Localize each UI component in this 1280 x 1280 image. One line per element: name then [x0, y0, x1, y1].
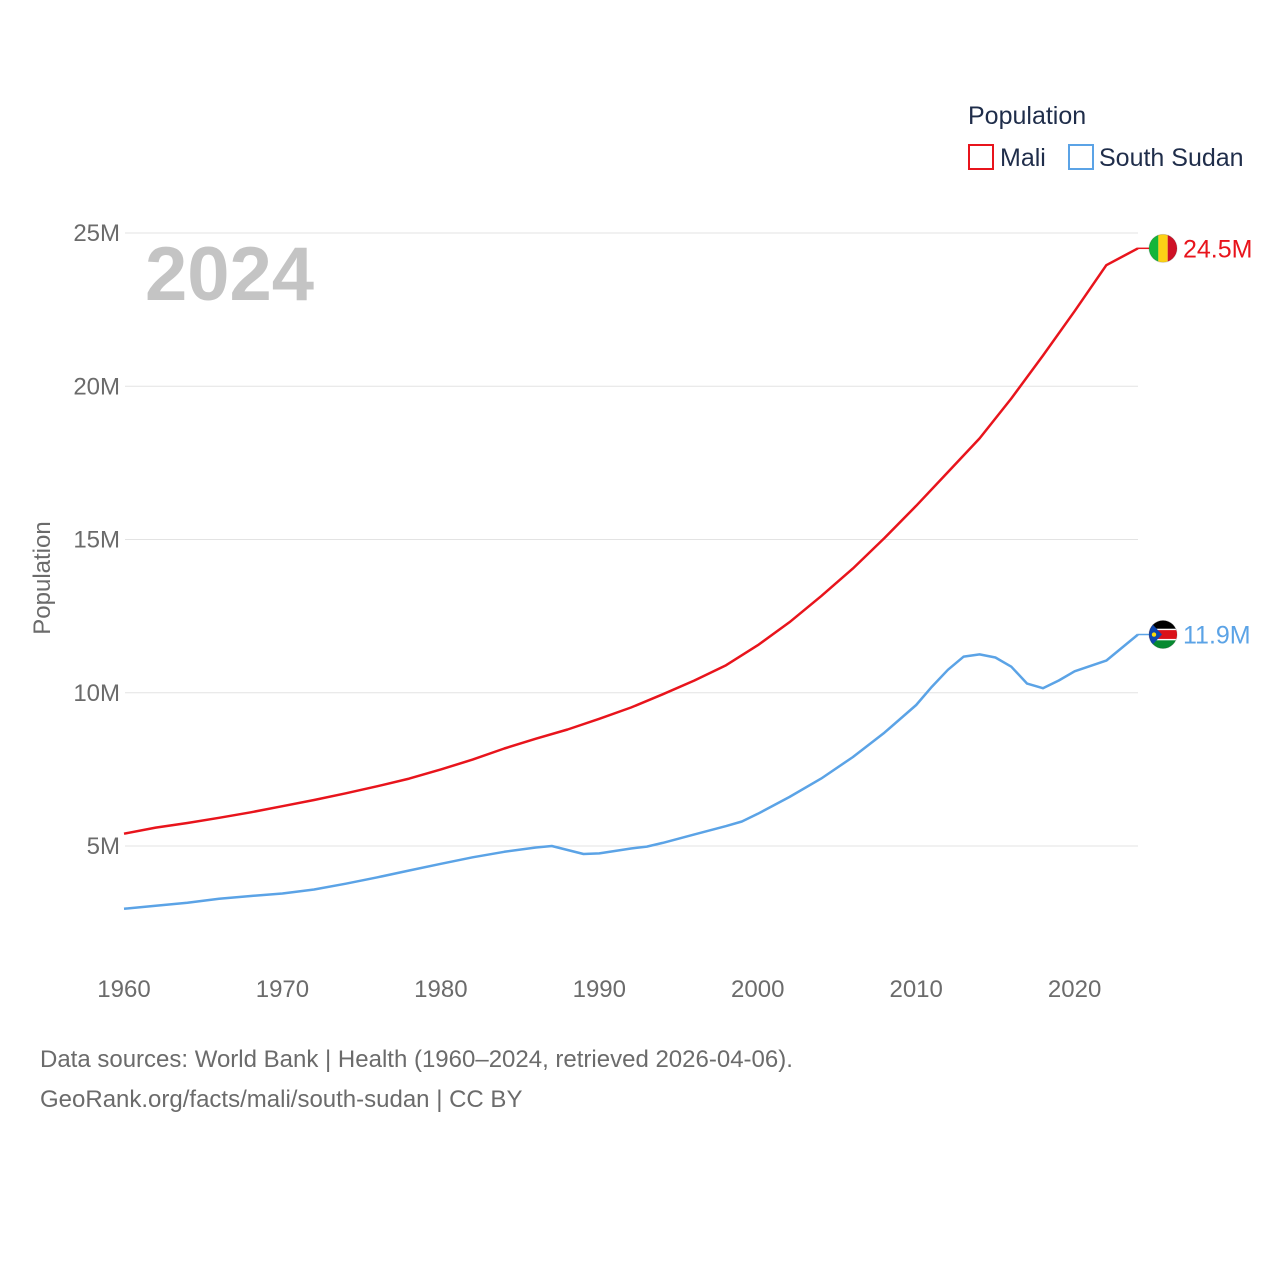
legend-title: Population — [968, 102, 1086, 130]
footer-sources: Data sources: World Bank | Health (1960–… — [40, 1046, 793, 1073]
gridlines — [125, 232, 1138, 847]
y-tick-label: 20M — [73, 373, 120, 400]
legend-label-mali[interactable]: Mali — [1000, 144, 1046, 172]
south-sudan-flag-icon — [1148, 620, 1178, 650]
footer: Data sources: World Bank | Health (1960–… — [40, 1040, 793, 1120]
legend-label-south-sudan[interactable]: South Sudan — [1099, 144, 1244, 172]
series-line-mali[interactable] — [123, 247, 1139, 835]
legend-swatch-south-sudan[interactable] — [1068, 144, 1094, 170]
end-label-south-sudan: 11.9M — [1183, 622, 1251, 650]
x-axis-ticks: 1960 1970 1980 1990 2000 2010 2020 — [97, 976, 1101, 1003]
x-tick-label: 1960 — [97, 976, 150, 1003]
end-label-mali: 24.5M — [1183, 235, 1252, 263]
x-tick-label: 2020 — [1048, 976, 1101, 1003]
legend-swatch-mali[interactable] — [968, 144, 994, 170]
x-tick-label: 2010 — [889, 976, 942, 1003]
end-labels: 24.5M 11.9M — [1148, 233, 1252, 650]
y-axis-title: Population — [29, 521, 56, 634]
mali-flag-icon — [1148, 233, 1178, 263]
y-tick-label: 5M — [87, 833, 120, 860]
series-lines — [123, 247, 1149, 911]
y-tick-label: 25M — [73, 220, 120, 247]
series-line-south-sudan[interactable] — [123, 633, 1139, 911]
x-tick-label: 2000 — [731, 976, 784, 1003]
y-tick-label: 15M — [73, 527, 120, 554]
x-tick-label: 1990 — [573, 976, 626, 1003]
chart: 5M 10M 15M 20M 25M 1960 1970 1980 1990 2000 2010 2… — [29, 102, 1252, 1003]
y-tick-label: 10M — [73, 680, 120, 707]
footer-link[interactable]: GeoRank.org/facts/mali/south-sudan | CC … — [40, 1086, 523, 1113]
legend[interactable]: Population Mali South Sudan — [968, 102, 1244, 172]
x-tick-label: 1980 — [414, 976, 467, 1003]
x-tick-label: 1970 — [256, 976, 309, 1003]
year-label: 2024 — [145, 232, 314, 317]
y-axis-ticks: 5M 10M 15M 20M 25M — [73, 220, 120, 860]
